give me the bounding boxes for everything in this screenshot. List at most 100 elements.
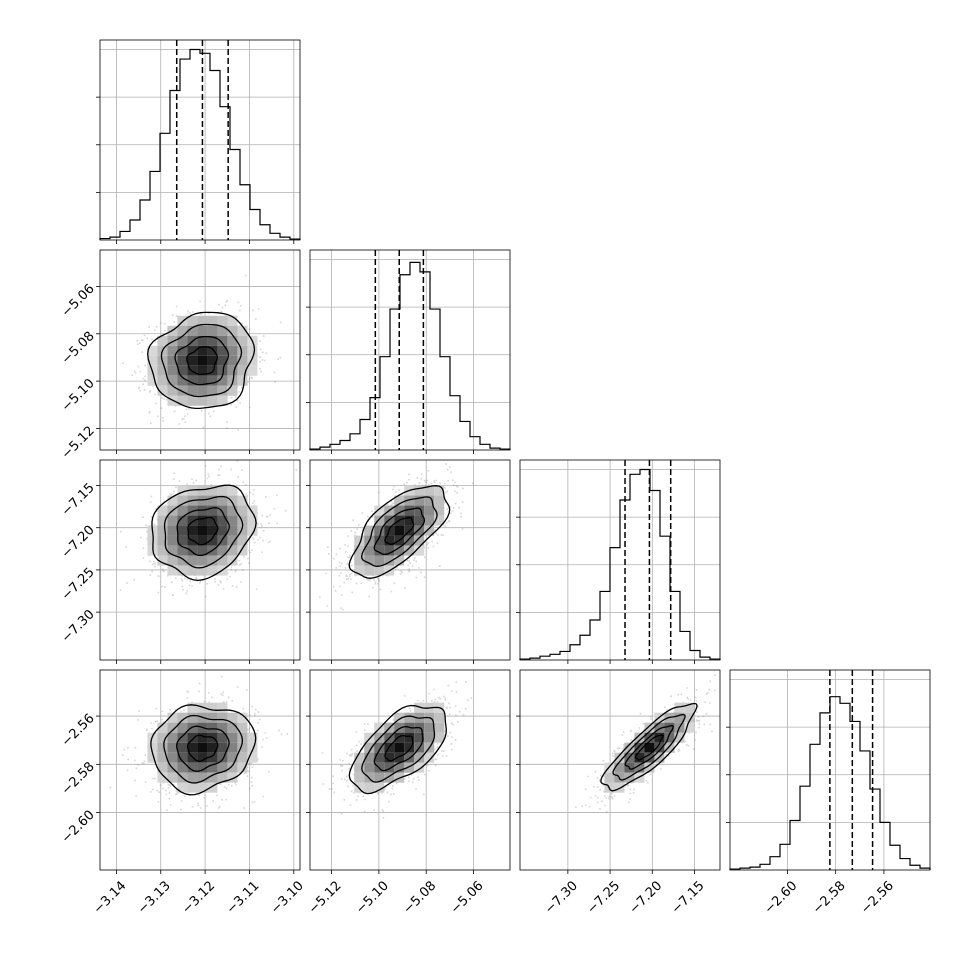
density-cell — [684, 702, 695, 713]
density-cell — [187, 565, 198, 576]
density-cell — [227, 315, 238, 326]
density-cell — [207, 325, 218, 336]
y-tick-label: −7.20 — [59, 523, 98, 562]
density-cell — [197, 385, 208, 396]
y-tick-label: −5.06 — [59, 281, 98, 320]
density-cell — [217, 505, 228, 516]
x-tick-label: −7.15 — [669, 878, 708, 917]
density-cell — [354, 565, 365, 576]
density-cell — [157, 742, 168, 753]
density-cell — [167, 722, 178, 733]
density-cell — [217, 555, 228, 566]
scatter-panel-2-4 — [309, 669, 511, 871]
density-cell — [634, 732, 645, 743]
x-tick-label: −3.14 — [91, 878, 130, 917]
density-cell — [197, 772, 208, 783]
density-cell — [157, 762, 168, 773]
density-cell — [167, 742, 178, 753]
density-cell — [217, 752, 228, 763]
density-cell — [207, 555, 218, 566]
density-cell — [217, 335, 228, 346]
density-cell — [424, 505, 435, 516]
density-cell — [187, 375, 198, 386]
density-cell — [217, 702, 228, 713]
density-cell — [207, 702, 218, 713]
density-cell — [227, 355, 238, 366]
density-cell — [394, 505, 405, 516]
density-cell — [237, 535, 248, 546]
density-cell — [374, 525, 385, 536]
density-cell — [394, 545, 405, 556]
density-cell — [384, 555, 395, 566]
panel-frame — [99, 669, 301, 871]
density-cell — [217, 762, 228, 773]
density-cell — [614, 752, 625, 763]
density-cell — [404, 762, 415, 773]
density-cell — [644, 722, 655, 733]
density-cell — [374, 505, 385, 516]
density-cell — [434, 485, 445, 496]
density-cell — [207, 535, 218, 546]
density-cell — [197, 752, 208, 763]
density-cell — [217, 525, 228, 536]
density-cell — [414, 702, 425, 713]
density-cell — [207, 525, 218, 536]
density-cell — [227, 752, 238, 763]
density-cell — [207, 505, 218, 516]
density-cell — [147, 752, 158, 763]
contour-level — [384, 517, 415, 545]
y-tick-label: −5.10 — [59, 376, 98, 415]
density-cell — [177, 732, 188, 743]
density-cell — [197, 485, 208, 496]
density-cell — [414, 752, 425, 763]
density-cell — [217, 545, 228, 556]
density-cell — [167, 375, 178, 386]
density-cell — [177, 335, 188, 346]
density-cell — [187, 732, 198, 743]
contour-level — [176, 507, 230, 557]
contour-level — [634, 734, 664, 761]
y-tick-label: −2.56 — [59, 711, 98, 750]
density-cell — [394, 712, 405, 723]
density-cell — [227, 762, 238, 773]
density-cell — [197, 355, 208, 366]
y-tick-label: −5.12 — [59, 424, 98, 463]
hist-panel-1 — [96, 39, 301, 241]
density-cell — [157, 375, 168, 386]
density-cell — [414, 515, 425, 526]
scatter-points — [119, 460, 298, 598]
density-cell — [177, 495, 188, 506]
density-cell — [354, 772, 365, 783]
density-cell — [414, 535, 425, 546]
density-cell — [404, 515, 415, 526]
density-cell — [404, 505, 415, 516]
contour-level — [163, 495, 244, 569]
x-tick-label: −3.11 — [224, 878, 263, 917]
contour-level — [186, 734, 219, 762]
scatter-points — [319, 463, 474, 611]
density-cell — [247, 355, 258, 366]
density-cell — [404, 545, 415, 556]
density-cell — [167, 535, 178, 546]
density-cell — [217, 325, 228, 336]
density-cell — [207, 565, 218, 576]
density-cell — [167, 495, 178, 506]
density-cell — [394, 495, 405, 506]
density-cell — [207, 355, 218, 366]
density-cell — [197, 335, 208, 346]
density-cell — [247, 525, 258, 536]
density-cell — [227, 555, 238, 566]
density-cell — [197, 742, 208, 753]
density-cell — [167, 565, 178, 576]
density-cell — [217, 772, 228, 783]
panel-frame — [99, 459, 301, 661]
density-cell — [227, 385, 238, 396]
density-cell — [207, 712, 218, 723]
density-cell — [394, 555, 405, 566]
histogram-step — [519, 468, 721, 660]
density-cell — [394, 732, 405, 743]
density-cell — [247, 345, 258, 356]
density-cell — [624, 772, 635, 783]
density-cell — [384, 535, 395, 546]
density-cell — [177, 315, 188, 326]
